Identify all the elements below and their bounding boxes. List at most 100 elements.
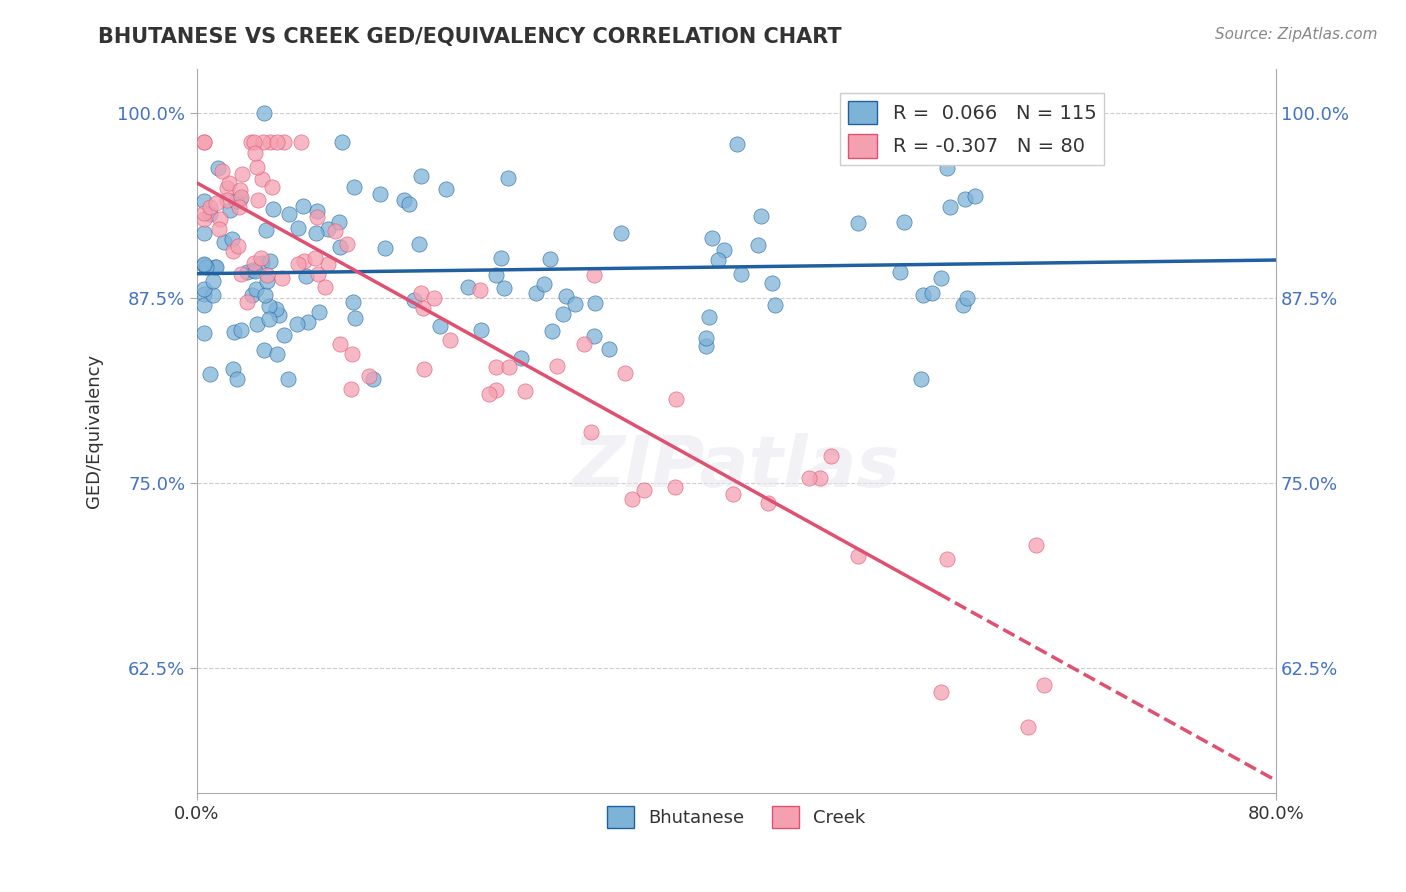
Point [429,319,451,334]
Point [330,136,353,150]
Point [222,325,245,339]
Point [700,231,723,245]
Point [254,223,277,237]
Point [457,279,479,293]
Point [259,136,281,150]
Point [193,226,215,240]
Point [434,182,457,196]
Point [485,359,508,374]
Point [305,210,328,224]
Point [308,305,330,319]
Point [297,315,319,329]
Point [257,311,280,326]
Point [249,251,271,265]
Point [253,343,276,357]
Point [921,286,943,301]
Point [935,161,957,176]
Point [242,263,264,277]
Point [243,136,266,150]
Point [193,298,215,312]
Point [665,392,688,406]
Point [314,279,336,293]
Text: BHUTANESE VS CREEK GED/EQUIVALENCY CORRELATION CHART: BHUTANESE VS CREEK GED/EQUIVALENCY CORRE… [98,27,842,46]
Point [236,295,259,310]
Point [316,256,339,270]
Point [613,366,636,380]
Point [574,336,596,351]
Point [929,271,952,285]
Point [229,193,252,207]
Point [357,368,380,383]
Point [200,367,222,381]
Point [538,252,561,266]
Point [316,221,339,235]
Point [955,291,977,305]
Point [664,480,686,494]
Point [204,196,226,211]
Point [409,169,432,183]
Point [398,196,420,211]
Point [266,302,288,317]
Point [554,288,576,302]
Point [208,221,231,235]
Y-axis label: GED/Equivalency: GED/Equivalency [86,354,103,508]
Point [273,136,295,150]
Point [200,200,222,214]
Point [374,241,396,255]
Point [307,267,329,281]
Point [259,254,281,268]
Point [252,171,274,186]
Point [929,685,952,699]
Point [423,291,446,305]
Point [219,203,242,218]
Point [846,549,869,564]
Point [336,237,359,252]
Point [912,287,935,301]
Point [226,239,249,253]
Point [751,210,773,224]
Point [725,136,748,151]
Point [262,180,284,194]
Point [546,359,568,373]
Point [761,277,783,291]
Point [583,268,606,282]
Point [236,265,259,279]
Point [245,160,267,174]
Point [229,183,252,197]
Point [492,281,515,295]
Point [609,226,631,240]
Point [243,146,266,161]
Point [797,471,820,485]
Point [287,317,309,331]
Point [215,180,238,194]
Point [408,237,430,252]
Point [266,136,288,150]
Point [290,136,312,150]
Point [266,346,288,360]
Point [524,285,547,300]
Point [721,487,744,501]
Point [848,216,870,230]
Point [277,372,299,386]
Point [256,268,278,282]
Point [361,372,384,386]
Point [598,342,620,356]
Point [193,258,215,272]
Point [291,199,314,213]
Point [695,339,717,353]
Point [212,235,235,249]
Point [963,189,986,203]
Point [193,194,215,209]
Point [257,299,280,313]
Point [730,268,752,282]
Point [953,192,976,206]
Point [485,268,508,283]
Point [409,286,432,301]
Point [756,496,779,510]
Point [193,211,215,226]
Point [697,310,720,324]
Point [229,190,252,204]
Point [218,177,240,191]
Point [193,136,215,150]
Point [204,260,226,275]
